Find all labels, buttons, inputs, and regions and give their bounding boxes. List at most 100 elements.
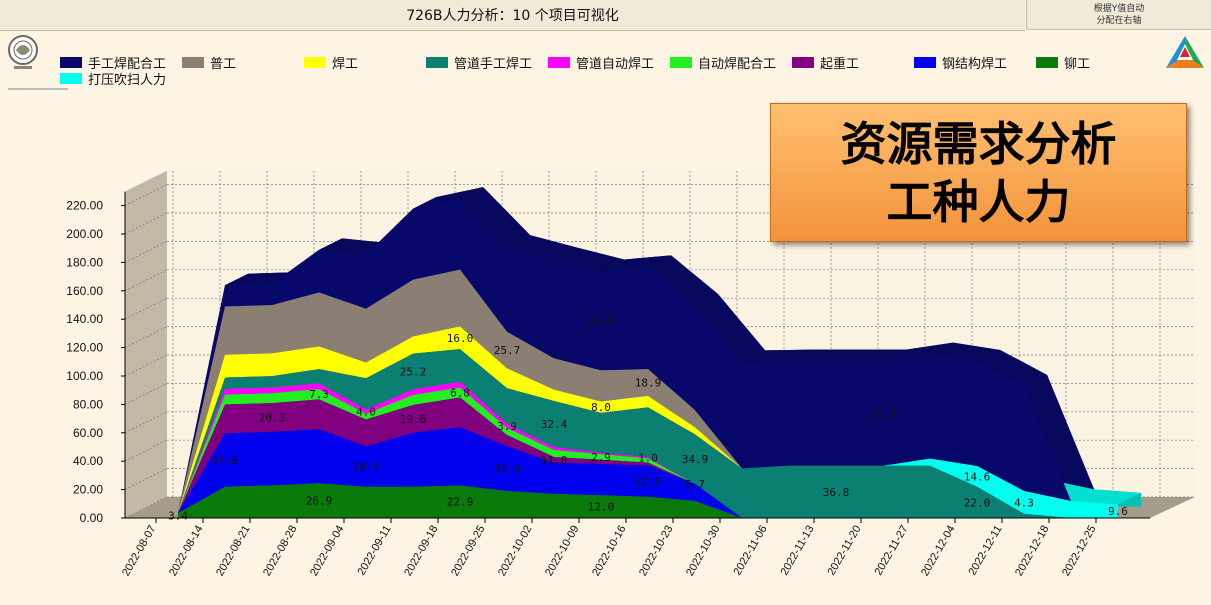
x-tick-label: 2022-10-02 xyxy=(496,524,535,579)
data-label: 22.0 xyxy=(635,475,662,488)
data-label: 14.6 xyxy=(964,470,991,483)
area-series-bevel xyxy=(1024,374,1095,501)
y-tick-label: 200.00 xyxy=(66,227,103,241)
axis-note: 根据Y值自动 分配在右轴 xyxy=(1026,0,1211,30)
y-tick-label: 80.00 xyxy=(73,397,103,411)
area-series xyxy=(178,198,1118,514)
legend-label: 焊工 xyxy=(332,57,359,72)
x-tick-label: 2022-11-27 xyxy=(872,524,910,578)
area-series-bevel xyxy=(601,255,672,272)
data-label: 9.6 xyxy=(1108,505,1128,518)
area-series-bevel xyxy=(742,349,813,362)
banner-line-2: 工种人力 xyxy=(886,174,1071,229)
area-series-bevel xyxy=(1071,489,1142,505)
axis-note-line-2: 分配在右轴 xyxy=(1096,16,1142,26)
data-label: 25.2 xyxy=(400,365,427,378)
x-tick-label: 2022-08-07 xyxy=(120,524,159,579)
data-label: 12.0 xyxy=(588,501,615,514)
x-tick-label: 2022-08-21 xyxy=(214,524,253,579)
y-tick-label: 40.00 xyxy=(73,454,103,468)
data-label: 22.0 xyxy=(964,496,991,509)
legend-item: 普工 xyxy=(182,53,236,72)
legend-label: 打压吹扫人力 xyxy=(88,73,167,88)
legend-item: 管道自动焊工 xyxy=(548,53,654,72)
x-tick-label: 2022-09-25 xyxy=(449,524,488,579)
x-tick-label: 2022-11-13 xyxy=(778,524,816,578)
legend-label: 钢结构焊工 xyxy=(942,57,1008,72)
legend-label: 普工 xyxy=(210,57,237,72)
axis-note-line-1: 根据Y值自动 xyxy=(1093,4,1145,14)
data-label: 36.8 xyxy=(823,486,850,499)
area-series xyxy=(178,387,1118,518)
legend-label: 起重工 xyxy=(820,57,860,72)
area-series xyxy=(178,427,1118,518)
data-label: 8.0 xyxy=(591,401,611,414)
data-label: 20.3 xyxy=(259,412,286,425)
legend-swatch xyxy=(60,57,82,68)
legend-label: 自动焊配合工 xyxy=(698,57,777,72)
x-tick-label: 2022-10-09 xyxy=(543,524,582,579)
area-series-bevel xyxy=(695,294,766,362)
chart-title-bar: 726B人力分析：10 个项目可视化 xyxy=(0,0,1025,31)
area-series xyxy=(178,397,1118,518)
x-tick-label: 2022-09-04 xyxy=(308,524,347,579)
x-tick-label: 2022-12-11 xyxy=(966,524,1004,578)
data-label: 3.4 xyxy=(168,510,188,523)
y-tick-label: 120.00 xyxy=(66,341,103,355)
legend-item: 打压吹扫人力 xyxy=(60,69,166,88)
x-tick-label: 2022-10-23 xyxy=(637,524,676,579)
data-label: 32.4 xyxy=(541,418,568,431)
banner-line-1: 资源需求分析 xyxy=(840,116,1117,171)
data-label: 3.9 xyxy=(497,420,517,433)
area-series-bevel xyxy=(977,349,1048,387)
y-tick-label: 60.00 xyxy=(73,426,103,440)
x-tick-label: 2022-09-18 xyxy=(402,524,441,579)
data-label: 1.0 xyxy=(638,452,658,465)
area-series-bevel xyxy=(413,187,484,209)
x-tick-label: 2022-08-14 xyxy=(167,524,206,579)
area-series-bevel xyxy=(554,247,625,272)
data-label: 4.0 xyxy=(356,406,376,419)
x-tick-label: 2022-09-11 xyxy=(355,524,393,578)
data-label: 19.6 xyxy=(400,413,427,426)
x-tick-label: 2022-10-30 xyxy=(684,524,723,579)
y-tick-label: 20.00 xyxy=(73,483,103,497)
legend-swatch xyxy=(1036,57,1058,68)
legend-swatch xyxy=(670,57,692,68)
legend-item: 手工焊配合工 xyxy=(60,53,166,72)
area-series-bevel xyxy=(460,187,531,247)
y-tick-label: 220.00 xyxy=(66,199,103,213)
data-label: 73.6 xyxy=(870,407,897,420)
legend-item: 管道手工焊工 xyxy=(426,53,532,72)
data-label: 6.8 xyxy=(450,386,470,399)
legend-label: 铆工 xyxy=(1064,57,1091,72)
legend-swatch xyxy=(914,57,936,68)
legend-item: 起重工 xyxy=(792,53,859,72)
area-series xyxy=(178,269,1118,518)
x-tick-label: 2022-11-06 xyxy=(731,524,769,578)
area-series xyxy=(178,349,1118,518)
legend-item: 焊工 xyxy=(304,53,358,72)
area-series-bevel xyxy=(930,342,1001,362)
legend-swatch xyxy=(60,73,82,84)
y-tick-label: 140.00 xyxy=(66,312,103,326)
area-series xyxy=(178,483,1118,518)
chart-side-wall xyxy=(125,170,167,518)
legend-item: 钢结构焊工 xyxy=(914,53,1007,72)
company-seal-logo xyxy=(8,35,38,69)
legend-item: 铆工 xyxy=(1036,53,1090,72)
legend-label: 管道手工焊工 xyxy=(454,57,533,72)
area-series-bevel xyxy=(836,349,907,362)
x-tick-label: 2022-10-16 xyxy=(590,524,629,579)
data-label: 2.9 xyxy=(591,451,611,464)
y-tick-label: 0.00 xyxy=(80,511,104,525)
data-label: 31.4 xyxy=(494,463,521,476)
data-label: 28.4 xyxy=(353,461,380,474)
data-label: 18.9 xyxy=(635,377,662,390)
x-tick-label: 2022-11-20 xyxy=(825,524,863,578)
legend-swatch xyxy=(304,57,326,68)
legend-label: 手工焊配合工 xyxy=(88,57,167,72)
legend-swatch xyxy=(182,57,204,68)
legend-swatch xyxy=(426,57,448,68)
